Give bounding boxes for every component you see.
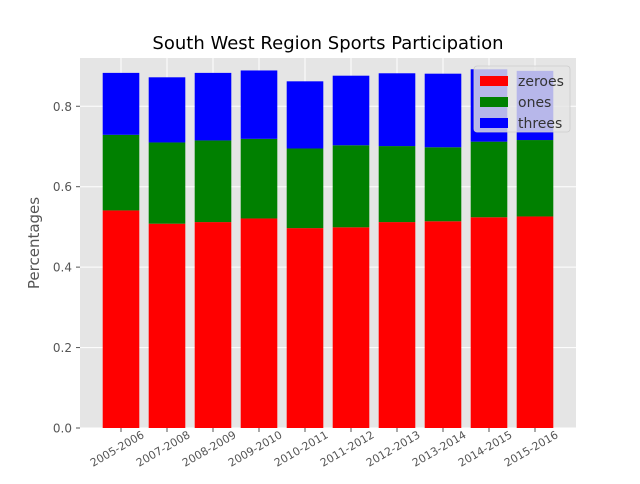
- legend-label-zeroes: zeroes: [518, 74, 564, 90]
- bar-threes-2009-2010: [240, 70, 278, 139]
- bar-threes-2013-2014: [424, 73, 462, 148]
- bar-zeroes-2011-2012: [332, 227, 370, 428]
- bar-threes-2008-2009: [194, 72, 232, 141]
- y-axis-label: Percentages: [25, 197, 43, 289]
- bar-ones-2014-2015: [470, 141, 508, 218]
- bars-layer: [102, 69, 554, 428]
- bar-ones-2011-2012: [332, 145, 370, 228]
- legend-swatch-zeroes: [480, 76, 508, 86]
- bar-zeroes-2014-2015: [470, 217, 508, 428]
- bar-ones-2009-2010: [240, 138, 278, 219]
- bar-ones-2013-2014: [424, 147, 462, 222]
- bar-zeroes-2005-2006: [102, 210, 140, 428]
- bar-zeroes-2015-2016: [516, 216, 554, 428]
- y-tick-label: 0.4: [53, 261, 72, 275]
- bar-zeroes-2012-2013: [378, 222, 416, 428]
- bar-threes-2007-2008: [148, 77, 186, 143]
- legend-label-threes: threes: [518, 116, 562, 132]
- bar-zeroes-2007-2008: [148, 223, 186, 428]
- bar-zeroes-2009-2010: [240, 218, 278, 428]
- bar-threes-2005-2006: [102, 72, 140, 135]
- y-tick-label: 0.6: [53, 180, 72, 194]
- bar-ones-2010-2011: [286, 148, 324, 229]
- bar-zeroes-2008-2009: [194, 222, 232, 428]
- bar-zeroes-2010-2011: [286, 228, 324, 428]
- bar-zeroes-2013-2014: [424, 221, 462, 428]
- bar-threes-2011-2012: [332, 75, 370, 146]
- bar-ones-2012-2013: [378, 146, 416, 223]
- bar-ones-2008-2009: [194, 140, 232, 223]
- bar-ones-2007-2008: [148, 142, 186, 224]
- bar-threes-2012-2013: [378, 73, 416, 147]
- y-tick-label: 0.2: [53, 341, 72, 355]
- chart-title: South West Region Sports Participation: [152, 33, 503, 54]
- legend-swatch-ones: [480, 97, 508, 107]
- bar-ones-2005-2006: [102, 134, 140, 211]
- y-tick-label: 0.0: [53, 422, 72, 436]
- legend-label-ones: ones: [518, 95, 551, 111]
- bar-ones-2015-2016: [516, 140, 554, 217]
- y-axis: 0.0 0.2 0.4 0.6 0.8: [53, 100, 80, 436]
- legend-swatch-threes: [480, 118, 508, 128]
- bar-threes-2010-2011: [286, 81, 324, 149]
- legend: zeroes ones threes: [473, 65, 571, 133]
- y-tick-label: 0.8: [53, 100, 72, 114]
